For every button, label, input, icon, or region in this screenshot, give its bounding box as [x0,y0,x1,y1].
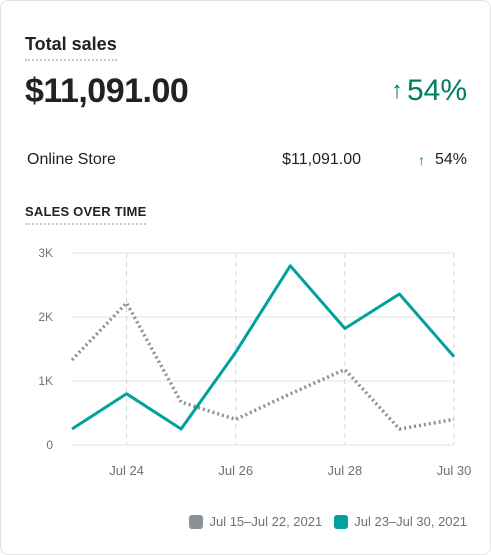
channel-change-value: 54% [434,151,467,168]
arrow-up-icon: ↑ [417,152,425,168]
y-tick-label: 1K [38,374,53,388]
legend-swatch-current [334,514,349,529]
legend-item-current[interactable]: Jul 23–Jul 30, 2021 [334,514,467,529]
series-line-previous [70,301,455,431]
total-sales-amount: $11,091.00 [25,72,189,110]
chart-legend: Jul 15–Jul 22, 2021 Jul 23–Jul 30, 2021 [177,514,467,529]
y-tick-label: 2K [38,310,53,324]
card-title[interactable]: Total sales [25,33,117,61]
channel-value: $11,091.00 [282,151,361,168]
sales-over-time-chart[interactable]: 0 1K 2K 3K Jul 24 Jul 26 Jul 28 Jul 30 [1,231,490,501]
y-tick-label: 3K [38,246,53,260]
legend-label-current: Jul 23–Jul 30, 2021 [354,514,467,529]
legend-item-previous[interactable]: Jul 15–Jul 22, 2021 [189,514,322,529]
series-line-current [71,264,456,431]
breakdown-row: Online Store $11,091.00 ↑ 54% [27,149,467,171]
x-tick-label: Jul 30 [437,463,472,478]
y-tick-label: 0 [46,438,53,452]
legend-label-previous: Jul 15–Jul 22, 2021 [209,514,323,529]
x-tick-label: Jul 26 [218,463,253,478]
legend-swatch-previous [189,514,204,529]
total-change: ↑ 54% [391,71,467,111]
x-tick-label: Jul 28 [328,463,363,478]
channel-name: Online Store [27,151,116,168]
section-title[interactable]: SALES OVER TIME [25,204,147,225]
channel-change: ↑ 54% [418,149,467,171]
arrow-up-icon: ↑ [390,77,403,104]
total-change-value: 54% [406,74,467,107]
x-tick-label: Jul 24 [109,463,144,478]
